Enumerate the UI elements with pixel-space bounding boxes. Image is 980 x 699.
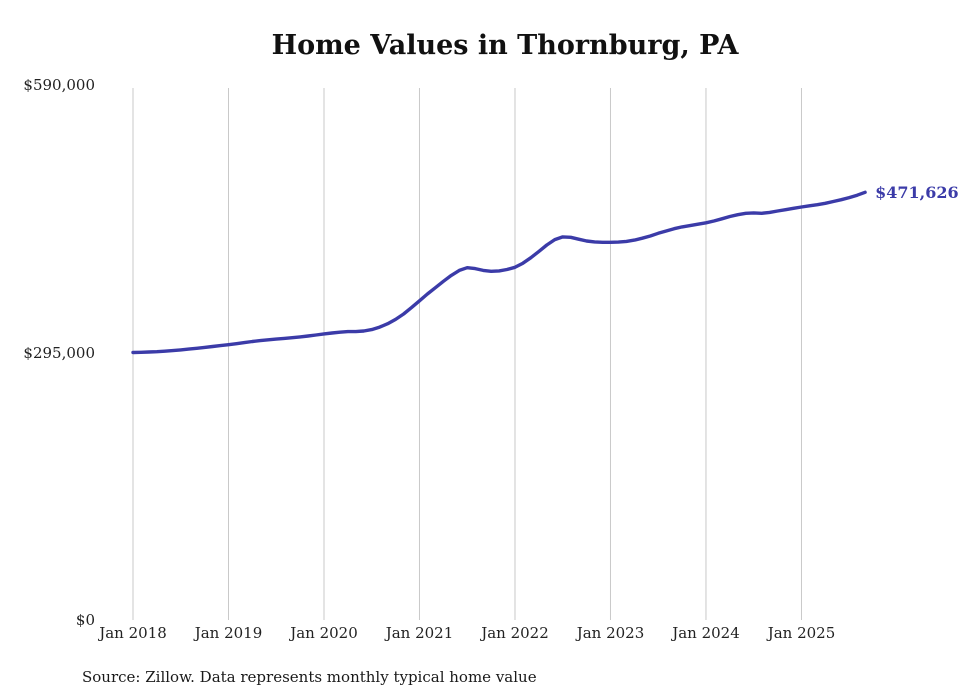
- x-axis-tick-jan-2021: Jan 2021: [385, 624, 454, 642]
- x-axis-tick-jan-2023: Jan 2023: [576, 624, 645, 642]
- x-axis-tick-jan-2018: Jan 2018: [99, 624, 167, 642]
- vertical-gridlines: [132, 88, 802, 620]
- y-axis-tick-0: $0: [75, 611, 95, 629]
- latest-value-label: $471,626: [875, 183, 959, 203]
- x-axis-tick-jan-2025: Jan 2025: [767, 624, 836, 642]
- source-note: Source: Zillow. Data represents monthly …: [82, 668, 537, 686]
- x-axis-tick-jan-2019: Jan 2019: [194, 624, 263, 642]
- x-axis-tick-jan-2020: Jan 2020: [290, 624, 358, 642]
- x-axis-tick-jan-2024: Jan 2024: [672, 624, 740, 642]
- x-axis-tick-jan-2022: Jan 2022: [481, 624, 549, 642]
- home-value-line-series: [131, 190, 867, 355]
- y-axis-tick-590000: $590,000: [23, 76, 95, 94]
- y-axis-tick-295000: $295,000: [23, 343, 95, 362]
- chart-title: Home Values in Thornburg, PA: [271, 30, 739, 61]
